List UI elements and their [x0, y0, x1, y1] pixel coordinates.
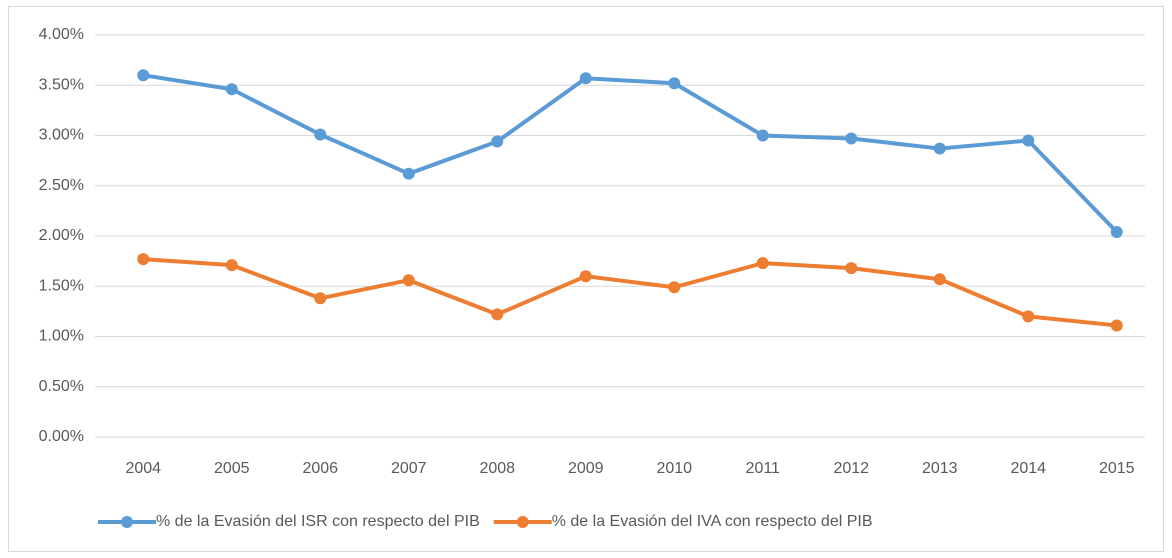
point [756, 257, 769, 270]
legend-marker [516, 516, 529, 528]
point [845, 132, 858, 145]
point [1110, 319, 1123, 332]
point [668, 281, 681, 294]
y-tick-label: 2.50% [39, 177, 84, 194]
x-tick-label: 2004 [125, 460, 161, 477]
point [1110, 225, 1123, 238]
y-tick-label: 3.50% [39, 76, 84, 93]
x-tick-label: 2005 [214, 460, 250, 477]
point [933, 142, 946, 155]
point [314, 128, 327, 141]
point [491, 135, 504, 148]
point [579, 270, 592, 283]
legend-label: % de la Evasión del IVA con respecto del… [552, 513, 873, 530]
x-tick-label: 2011 [746, 460, 781, 477]
point [668, 77, 681, 90]
y-tick-label: 1.00% [39, 328, 84, 345]
point [845, 262, 858, 275]
x-tick-label: 2007 [391, 460, 427, 477]
x-tick-label: 2013 [922, 460, 958, 477]
y-tick-label: 4.00% [39, 26, 84, 43]
legend-label: % de la Evasión del ISR con respecto del… [156, 513, 480, 530]
point [314, 292, 327, 305]
x-tick-label: 2012 [833, 460, 869, 477]
point [933, 273, 946, 286]
point [1022, 134, 1035, 147]
series-line [143, 257, 1117, 328]
x-tick-label: 2008 [479, 460, 515, 477]
x-tick-label: 2010 [656, 460, 692, 477]
point [756, 129, 769, 142]
point [402, 167, 415, 180]
point [137, 69, 150, 82]
point [491, 308, 504, 321]
point [579, 72, 592, 85]
series-line [142, 73, 1119, 234]
y-tick-label: 0.50% [39, 378, 84, 395]
point [1022, 310, 1035, 323]
point [225, 83, 238, 96]
y-tick-label: 0.00% [39, 428, 84, 445]
y-tick-label: 3.00% [39, 127, 84, 144]
x-tick-label: 2006 [302, 460, 338, 477]
y-tick-label: 1.50% [39, 277, 84, 294]
point [402, 274, 415, 287]
point [137, 253, 150, 266]
x-tick-label: 2015 [1099, 460, 1135, 477]
legend-marker [121, 516, 133, 528]
point [225, 259, 238, 272]
y-tick-label: 2.00% [39, 227, 84, 244]
x-tick-label: 2009 [568, 460, 604, 477]
x-tick-label: 2014 [1010, 460, 1046, 477]
